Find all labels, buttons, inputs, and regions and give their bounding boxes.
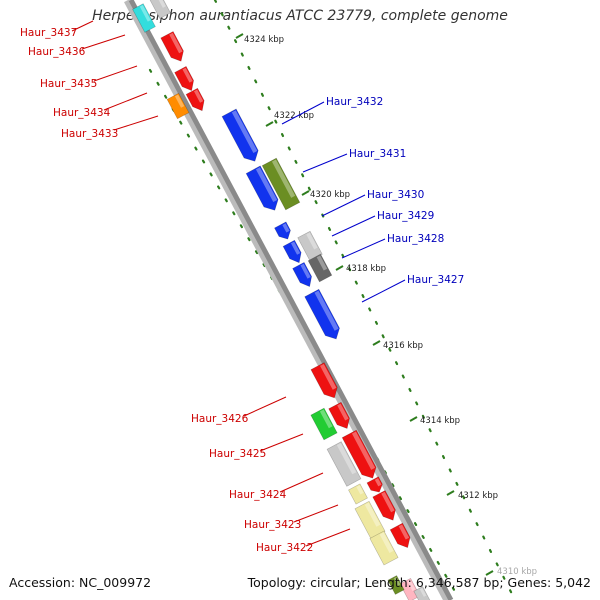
- gene-label-right: Haur_3432: [326, 96, 383, 108]
- scale-tick-mark: [335, 265, 344, 271]
- feature-grey-top: [149, 0, 171, 19]
- gene-leader-left: [103, 92, 148, 111]
- gene-leader-right: [321, 194, 366, 217]
- scale-tick-mark: [235, 33, 244, 39]
- feature-grey-dark: [307, 253, 333, 283]
- gene-label-right: Haur_3428: [387, 233, 444, 245]
- gene-leader-left: [71, 20, 94, 32]
- feature-haur-3433: [185, 87, 205, 112]
- gene-leader-right: [361, 279, 406, 303]
- gene-label-right: Haur_3431: [349, 148, 406, 160]
- scale-tick-label: 4320 kbp: [310, 190, 350, 200]
- gene-leader-left: [305, 528, 351, 547]
- feature-haur-3426: [310, 407, 338, 441]
- feature-red-3422b: [389, 522, 411, 548]
- feature-haur-3429: [282, 239, 302, 264]
- gene-leader-left: [113, 115, 159, 131]
- feature-haur-3425: [328, 401, 350, 429]
- feature-red-3424b: [341, 429, 377, 479]
- scale-tick-label: 4314 kbp: [420, 416, 460, 426]
- scale-tick-label: 4318 kbp: [346, 264, 386, 274]
- gene-leader-right: [302, 153, 348, 173]
- gene-label-left: Haur_3423: [244, 519, 301, 531]
- gene-label-left: Haur_3437: [20, 27, 77, 39]
- scale-tick-mark: [372, 340, 381, 346]
- gene-label-left: Haur_3422: [256, 542, 313, 554]
- scale-tick-mark: [265, 121, 274, 127]
- feature-haur-3434: [166, 92, 190, 120]
- backbone-shadow: [124, 0, 452, 600]
- accession-text: Accession: NC_009972: [9, 575, 152, 590]
- scale-tick-label: 4324 kbp: [244, 35, 284, 45]
- gene-label-left: Haur_3433: [61, 128, 118, 140]
- feature-haur-3437: [132, 3, 156, 33]
- gene-leader-left: [81, 34, 126, 50]
- feature-olive: [261, 157, 301, 211]
- gene-label-left: Haur_3424: [229, 489, 287, 501]
- feature-khaki-small: [348, 483, 368, 505]
- feature-haur-3432: [221, 108, 259, 162]
- feature-haur-3435: [174, 65, 194, 92]
- gene-label-left: Haur_3435: [40, 78, 97, 90]
- gene-leader-right: [341, 238, 386, 259]
- gene-leader-left: [93, 65, 138, 82]
- scale-tick-mark: [301, 190, 310, 196]
- feature-haur-3422: [369, 530, 399, 566]
- feature-grey-bottom: [413, 586, 431, 600]
- scale-tick-label: 4312 kbp: [458, 491, 498, 501]
- scale-tick-mark: [485, 570, 494, 576]
- gene-label-left: Haur_3436: [28, 46, 86, 58]
- gene-leader-right: [331, 215, 376, 237]
- scale-tick-label: 4322 kbp: [274, 111, 314, 121]
- scale-guide-mid: [148, 68, 462, 600]
- scale-tick-mark: [409, 416, 418, 422]
- gene-leader-right: [281, 101, 325, 125]
- scale-tick-label: 4310 kbp: [497, 567, 537, 577]
- gene-label-left: Haur_3426: [191, 413, 249, 425]
- gene-label-right: Haur_3429: [377, 210, 434, 222]
- feature-olive-bottom: [387, 575, 405, 595]
- backbone-line: [128, 0, 454, 600]
- feature-haur-3431: [245, 165, 279, 211]
- gene-label-left: Haur_3434: [53, 107, 111, 119]
- feature-red-3426a: [310, 362, 338, 399]
- feature-haur-3427: [304, 288, 340, 340]
- gene-label-left: Haur_3425: [209, 448, 266, 460]
- feature-red-3423b: [372, 490, 396, 521]
- feature-blue-small: [292, 261, 312, 288]
- map-title: Herpetosiphon aurantiacus ATCC 23779, co…: [92, 8, 508, 24]
- genome-summary-text: Topology: circular; Length: 6,346,587 bp…: [247, 575, 591, 590]
- gene-label-right: Haur_3427: [407, 274, 464, 286]
- feature-haur-3430: [274, 221, 291, 240]
- scale-tick-label: 4316 kbp: [383, 341, 423, 351]
- scale-tick-mark: [446, 490, 455, 496]
- gene-label-right: Haur_3430: [367, 189, 424, 201]
- feature-haur-3436: [160, 31, 184, 62]
- gene-leader-left: [259, 433, 304, 452]
- gene-leader-left: [293, 504, 339, 523]
- feature-haur-3424: [326, 441, 362, 487]
- gene-leader-left: [279, 472, 324, 493]
- gene-leader-left: [243, 396, 287, 417]
- feature-red-small: [366, 476, 383, 493]
